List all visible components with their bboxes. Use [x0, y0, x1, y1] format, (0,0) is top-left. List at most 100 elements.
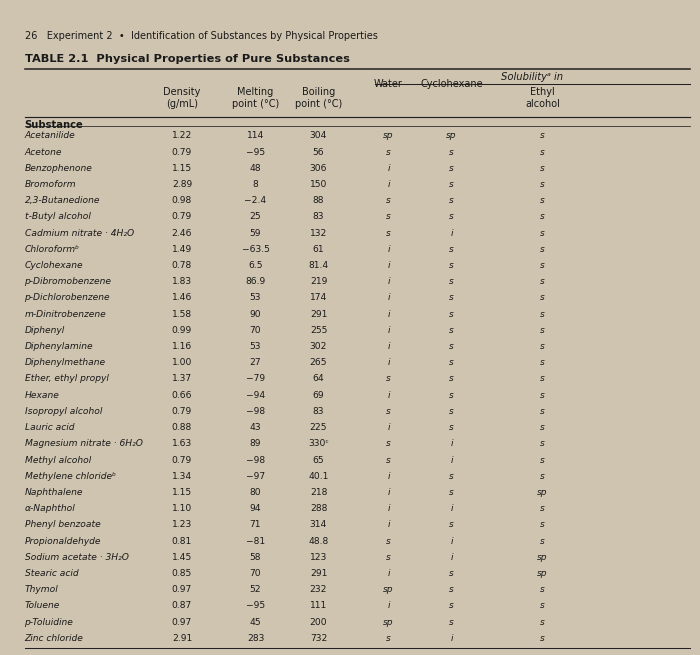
Text: Toluene: Toluene — [25, 601, 60, 610]
Text: 132: 132 — [310, 229, 327, 238]
Text: −63.5: −63.5 — [241, 245, 270, 253]
Text: s: s — [386, 553, 391, 562]
Text: Methyl alcohol: Methyl alcohol — [25, 456, 91, 464]
Text: 53: 53 — [250, 293, 261, 303]
Text: p-Dibromobenzene: p-Dibromobenzene — [25, 277, 111, 286]
Text: 40.1: 40.1 — [308, 472, 329, 481]
Text: s: s — [540, 293, 545, 303]
Text: 255: 255 — [310, 326, 327, 335]
Text: 0.98: 0.98 — [172, 196, 192, 205]
Text: s: s — [540, 375, 545, 383]
Text: s: s — [386, 634, 391, 643]
Text: −95: −95 — [246, 601, 265, 610]
Text: 1.15: 1.15 — [172, 164, 192, 173]
Text: 58: 58 — [250, 553, 261, 562]
Text: Diphenyl: Diphenyl — [25, 326, 64, 335]
Text: Zinc chloride: Zinc chloride — [25, 634, 83, 643]
Text: s: s — [540, 310, 545, 318]
Text: s: s — [540, 342, 545, 351]
Text: −98: −98 — [246, 407, 265, 416]
Text: 0.66: 0.66 — [172, 391, 193, 400]
Text: i: i — [387, 601, 390, 610]
Text: s: s — [386, 212, 391, 221]
Text: 43: 43 — [250, 423, 261, 432]
Text: Boiling
point (°C): Boiling point (°C) — [295, 87, 342, 109]
Text: 1.16: 1.16 — [172, 342, 192, 351]
Text: Cyclohexane: Cyclohexane — [420, 79, 483, 89]
Text: s: s — [449, 375, 454, 383]
Text: s: s — [540, 132, 545, 140]
Text: sp: sp — [384, 586, 394, 594]
Text: 81.4: 81.4 — [309, 261, 328, 270]
Text: s: s — [449, 423, 454, 432]
Text: m-Dinitrobenzene: m-Dinitrobenzene — [25, 310, 106, 318]
Text: i: i — [387, 180, 390, 189]
Text: 0.88: 0.88 — [172, 423, 192, 432]
Text: 291: 291 — [310, 569, 327, 578]
Text: i: i — [387, 342, 390, 351]
Text: s: s — [449, 164, 454, 173]
Text: Solubilityᵃ in: Solubilityᵃ in — [501, 72, 563, 82]
Text: s: s — [540, 391, 545, 400]
Text: 1.23: 1.23 — [172, 521, 192, 529]
Text: s: s — [540, 212, 545, 221]
Text: s: s — [540, 196, 545, 205]
Text: s: s — [540, 423, 545, 432]
Text: 8: 8 — [253, 180, 258, 189]
Text: s: s — [449, 212, 454, 221]
Text: 306: 306 — [309, 164, 328, 173]
Text: 2.91: 2.91 — [172, 634, 192, 643]
Text: TABLE 2.1  Physical Properties of Pure Substances: TABLE 2.1 Physical Properties of Pure Su… — [25, 54, 349, 64]
Text: −2.4: −2.4 — [244, 196, 267, 205]
Text: i: i — [387, 423, 390, 432]
Text: 89: 89 — [250, 440, 261, 448]
Text: 0.79: 0.79 — [172, 147, 192, 157]
Text: 150: 150 — [310, 180, 327, 189]
Text: 1.22: 1.22 — [172, 132, 193, 140]
Text: 0.97: 0.97 — [172, 618, 192, 627]
Text: i: i — [387, 326, 390, 335]
Text: 283: 283 — [247, 634, 264, 643]
Text: Cadmium nitrate · 4H₂O: Cadmium nitrate · 4H₂O — [25, 229, 134, 238]
Text: i: i — [387, 358, 390, 367]
Text: t-Butyl alcohol: t-Butyl alcohol — [25, 212, 90, 221]
Text: 2,3-Butanedione: 2,3-Butanedione — [25, 196, 100, 205]
Text: i: i — [387, 472, 390, 481]
Text: −94: −94 — [246, 391, 265, 400]
Text: 0.81: 0.81 — [172, 536, 192, 546]
Text: 45: 45 — [250, 618, 261, 627]
Text: s: s — [449, 618, 454, 627]
Text: 219: 219 — [310, 277, 327, 286]
Text: 302: 302 — [309, 342, 328, 351]
Text: i: i — [387, 310, 390, 318]
Text: 0.78: 0.78 — [172, 261, 192, 270]
Text: s: s — [540, 601, 545, 610]
Text: 48.8: 48.8 — [309, 536, 328, 546]
Text: 52: 52 — [250, 586, 261, 594]
Text: 265: 265 — [309, 358, 328, 367]
Text: Melting
point (°C): Melting point (°C) — [232, 87, 279, 109]
Text: 0.97: 0.97 — [172, 586, 192, 594]
Text: 232: 232 — [309, 586, 328, 594]
Text: 80: 80 — [250, 488, 261, 497]
Text: s: s — [449, 310, 454, 318]
Text: 291: 291 — [310, 310, 327, 318]
Text: s: s — [449, 521, 454, 529]
Text: s: s — [449, 488, 454, 497]
Text: i: i — [387, 293, 390, 303]
Text: 288: 288 — [310, 504, 327, 513]
Text: Isopropyl alcohol: Isopropyl alcohol — [25, 407, 102, 416]
Text: Phenyl benzoate: Phenyl benzoate — [25, 521, 100, 529]
Text: 1.63: 1.63 — [172, 440, 192, 448]
Text: 0.79: 0.79 — [172, 456, 192, 464]
Text: s: s — [540, 586, 545, 594]
Text: s: s — [540, 618, 545, 627]
Text: 0.79: 0.79 — [172, 212, 192, 221]
Text: 330ᶜ: 330ᶜ — [308, 440, 329, 448]
Text: Acetone: Acetone — [25, 147, 62, 157]
Text: 94: 94 — [250, 504, 261, 513]
Text: i: i — [450, 504, 453, 513]
Text: 2.46: 2.46 — [172, 229, 193, 238]
Text: s: s — [449, 180, 454, 189]
Text: Ether, ethyl propyl: Ether, ethyl propyl — [25, 375, 108, 383]
